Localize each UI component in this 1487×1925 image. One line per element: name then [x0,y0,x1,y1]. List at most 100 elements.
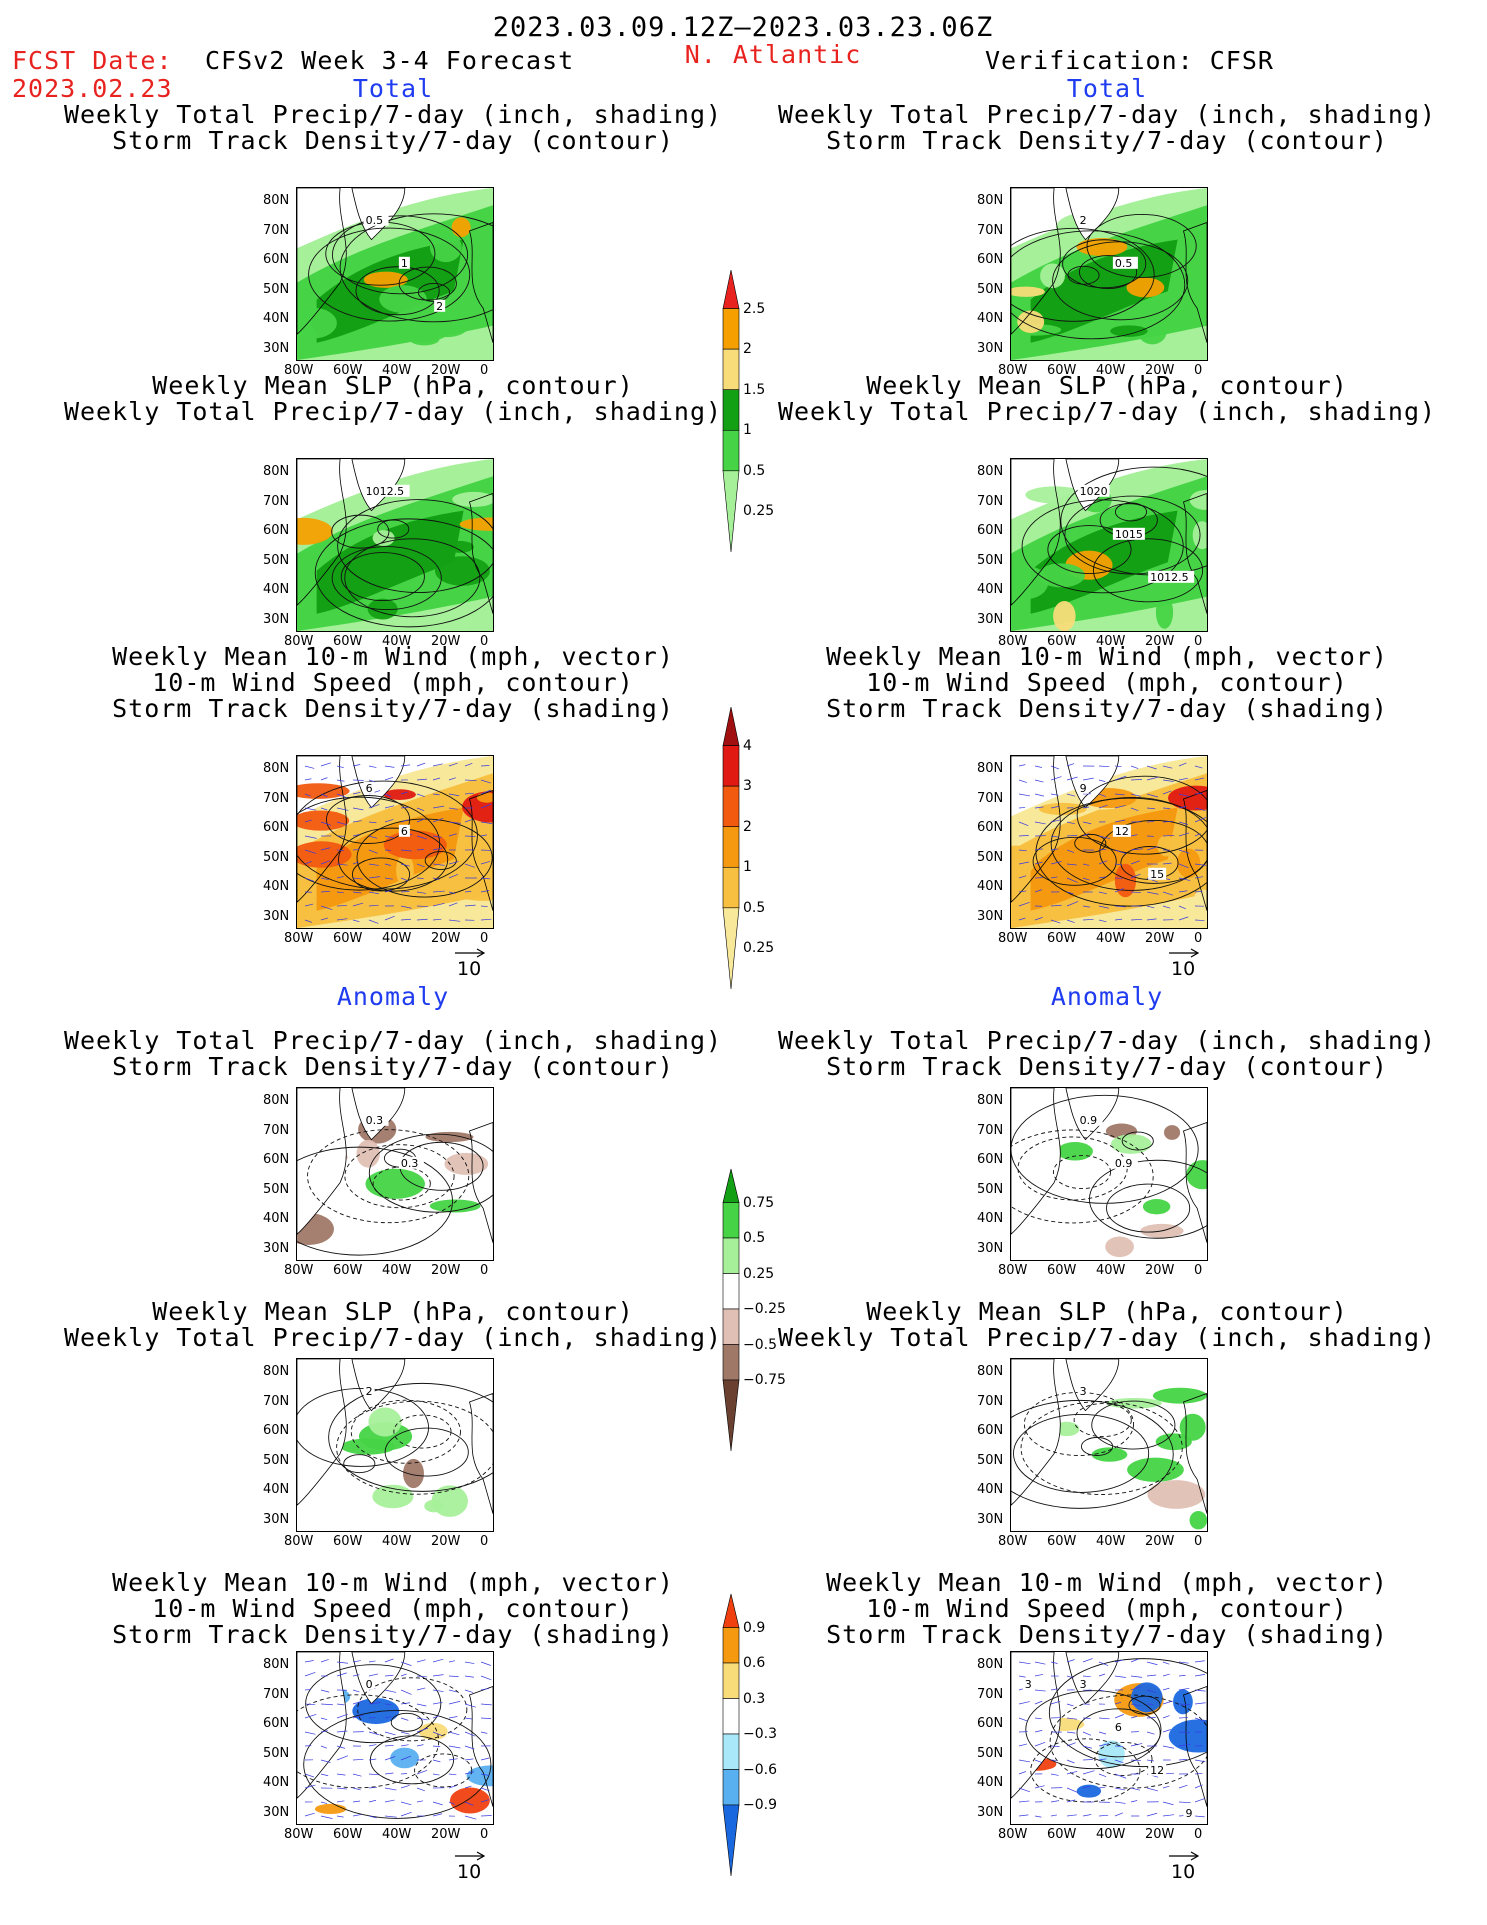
wind-vector [1146,1812,1158,1817]
panel-title-line: Weekly Total Precip/7-day (inch, shading… [63,397,723,426]
contour-label: 6 [366,782,373,795]
wind-vector [352,820,362,823]
contour-line [384,1427,469,1477]
contour-line [424,851,457,871]
wind-vector [416,807,425,812]
contour-line [355,266,440,316]
wind-vector [400,877,409,882]
contour-label: 0.5 [1115,257,1133,270]
wind-vector [336,918,348,921]
lat-tick-label: 50N [263,1745,290,1761]
contour-line [1092,538,1204,603]
panel-title-line: Weekly Total Precip/7-day (inch, shading… [63,1323,723,1352]
wind-vector [384,793,392,797]
colorbar-bin [722,1237,740,1274]
shade-blob [1147,1480,1206,1509]
lat-tick-label: 70N [977,1122,1004,1138]
wind-vector [336,821,348,826]
wind-vector [1130,834,1138,837]
wind-vector [336,793,348,799]
wind-vector [1194,1660,1205,1663]
lat-tick-label: 30N [977,611,1004,627]
wind-vector [464,1661,475,1664]
wind-vector [304,778,312,781]
colorbar-precip_anom [722,1168,740,1452]
lat-tick-label: 60N [977,523,1004,538]
wind-vector [1066,1814,1077,1817]
wind-vector [1114,775,1127,781]
wind-vector [1114,1675,1126,1678]
wind-vector [304,860,312,865]
wind-vector [320,1815,333,1819]
wind-vector [448,1716,458,1719]
wind-vector [352,1814,362,1817]
wind-vector [1162,807,1171,809]
lat-tick-label: 40N [977,1482,1004,1497]
wind-vector [384,835,395,839]
wind-vector [416,1727,429,1733]
contour-line [1032,836,1117,886]
wind-vector [384,1744,394,1747]
wind-vector [1194,1784,1203,1789]
wind-vector [320,807,328,811]
map-svg: 0 [297,1652,493,1820]
lat-tick-label: 60N [263,1152,290,1167]
contour-label: 9 [1080,782,1087,795]
contour-label: 6 [401,825,408,838]
lon-tick-label: 0 [1194,363,1203,378]
wind-vector [1018,1675,1026,1678]
wind-vector [1050,776,1062,781]
panel-title-line: Weekly Mean SLP (hPa, contour) [152,1297,634,1326]
wind-vector [1050,861,1062,865]
wind-vector [400,819,410,823]
wind-vector [336,876,345,879]
colorbar-bin [722,389,740,431]
colorbar-label: 2.5 [743,300,766,317]
wind-vector [1194,833,1201,837]
contour-label: 0.9 [1080,1114,1098,1127]
wind-vector [1114,1759,1124,1764]
greenland-outline [1065,1359,1120,1412]
lat-tick-label: 40N [263,879,290,894]
wind-vector [1146,776,1159,781]
wind-vector [400,1661,412,1666]
wind-vector [1162,779,1174,782]
lon-tick-label: 80W [284,363,314,378]
wind-vector [1098,1731,1107,1735]
colorbar-label: 3 [743,778,752,795]
map-svg: 1020 1015 1012.5 [1011,459,1207,631]
wind-vector [1162,1745,1175,1749]
shade-blob [1155,1433,1192,1451]
colorbar-label: 0.9 [743,1619,766,1636]
colorbar-bin [722,785,740,828]
wind-vector [1114,1801,1126,1804]
wind-vector [304,1714,317,1719]
lon-tick-label: 80W [284,1827,314,1842]
contour-line [1049,1694,1207,1789]
wind-vector [432,1658,444,1663]
wind-vector [352,807,364,811]
panel-title-line: Weekly Total Precip/7-day (inch, shading… [777,100,1437,129]
wind-vector [1066,919,1075,923]
contour-line [297,780,478,890]
wind-vector [1066,901,1079,907]
contour-label: 2 [1080,214,1087,227]
wind-vector [1082,833,1090,837]
shade-blob [383,789,416,800]
wind-vector [1114,1787,1126,1791]
europe-outline [468,1392,493,1514]
wind-vector [320,762,332,767]
colorbar-bin [722,1202,740,1239]
wind-vector [1146,793,1159,798]
wind-vector [1178,916,1189,921]
wind-vector [320,1801,328,1804]
wind-vector [1034,821,1046,825]
wind-vector [1194,919,1205,921]
wind-vector [1178,890,1188,893]
wind-vector [416,891,427,894]
wind-vector [1050,919,1061,924]
wind-vector [1050,1773,1059,1776]
lat-tick-label: 60N [977,1716,1004,1731]
wind-vector [432,902,445,907]
vector-reference-arrow [455,948,486,958]
